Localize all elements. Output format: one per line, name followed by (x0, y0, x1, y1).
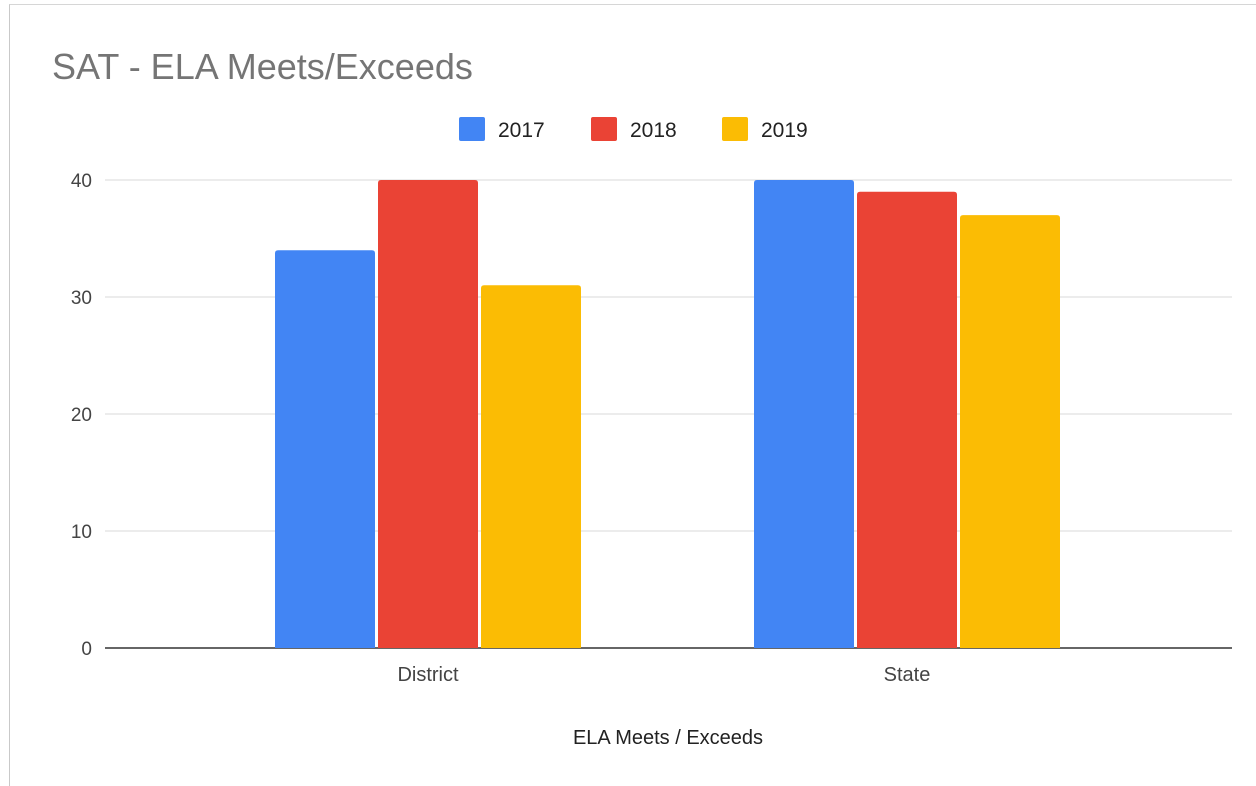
legend-label-2019: 2019 (761, 119, 808, 142)
bar-state-2019[interactable] (960, 215, 1060, 648)
y-tick-label: 10 (71, 522, 92, 543)
legend-swatch-2019 (722, 117, 748, 141)
x-tick-label-district: District (397, 664, 459, 686)
legend-label-2017: 2017 (498, 119, 545, 142)
bar-district-2018[interactable] (378, 180, 478, 648)
legend[interactable]: 2017 2018 2019 (459, 117, 808, 142)
bar-district-2017[interactable] (275, 250, 375, 648)
gridlines (105, 179, 1232, 649)
legend-label-2018: 2018 (630, 119, 677, 142)
bar-state-2018[interactable] (857, 191, 957, 648)
legend-swatch-2017 (459, 117, 485, 141)
y-tick-label: 0 (81, 639, 92, 660)
bar-state-2017[interactable] (754, 180, 854, 648)
y-tick-label: 20 (71, 405, 92, 426)
x-tick-label-state: State (884, 664, 931, 686)
bars (275, 180, 1060, 648)
y-axis-ticks: 0 10 20 30 40 (71, 171, 92, 660)
legend-swatch-2018 (591, 117, 617, 141)
y-tick-label: 30 (71, 288, 92, 309)
bar-district-2019[interactable] (481, 285, 581, 648)
x-axis-ticks: District State (397, 664, 930, 686)
x-axis-title: ELA Meets / Exceeds (573, 727, 763, 749)
y-tick-label: 40 (71, 171, 92, 192)
chart-title: SAT - ELA Meets/Exceeds (52, 46, 473, 87)
